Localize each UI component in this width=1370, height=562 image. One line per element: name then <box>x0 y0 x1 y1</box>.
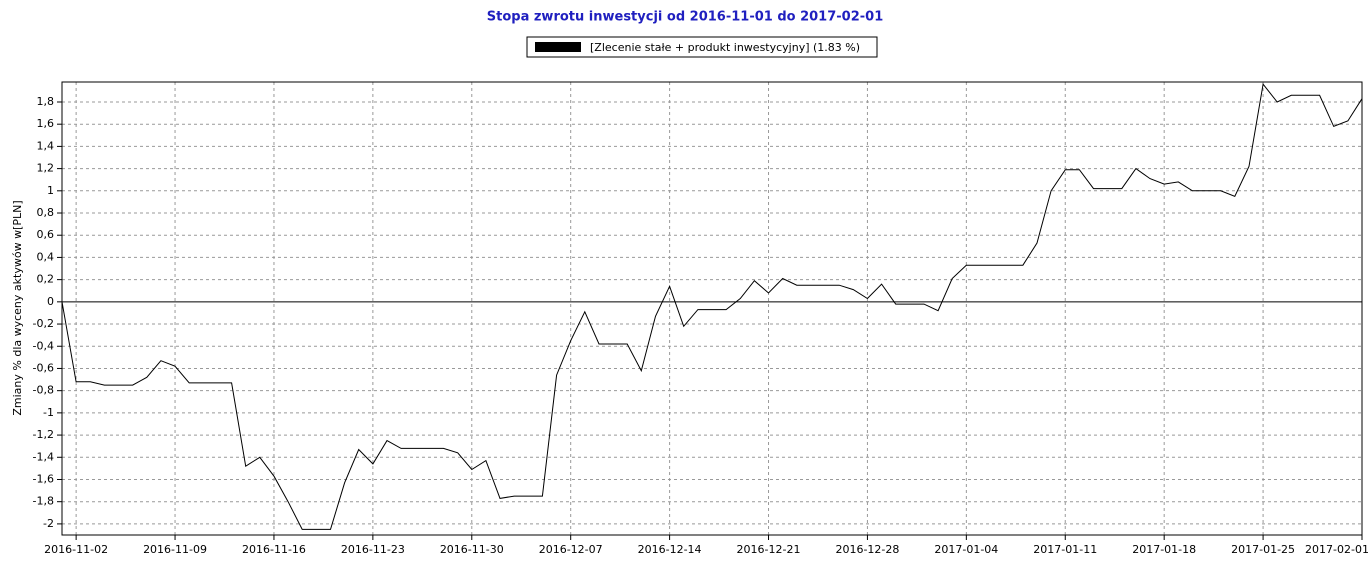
line-series <box>61 83 1363 530</box>
y-tick-label: 0 <box>47 295 54 308</box>
y-tick-label: -0,6 <box>33 361 54 374</box>
x-tick-label: 2016-12-28 <box>835 543 899 556</box>
y-tick-label: 1,4 <box>37 139 55 152</box>
y-tick-label: -1,4 <box>33 450 54 463</box>
x-tick-label: 2016-11-02 <box>44 543 108 556</box>
y-tick-label: 0,4 <box>37 250 55 263</box>
x-tick-label: 2016-11-23 <box>341 543 405 556</box>
x-tick-label: 2017-02-01 <box>1305 543 1369 556</box>
y-tick-label: 1,6 <box>37 117 55 130</box>
chart-title: Stopa zwrotu inwestycji od 2016-11-01 do… <box>487 10 884 25</box>
x-tick-label: 2017-01-04 <box>934 543 998 556</box>
y-tick-label: -0,4 <box>33 339 54 352</box>
y-tick-label: -0,8 <box>33 384 54 397</box>
y-tick-label: 0,6 <box>37 228 55 241</box>
y-tick-label: -1,6 <box>33 472 54 485</box>
x-tick-label: 2016-11-30 <box>440 543 504 556</box>
x-tick-label: 2017-01-18 <box>1132 543 1196 556</box>
y-axis-label: Zmiany % dla wyceny aktywów w[PLN] <box>11 200 24 415</box>
legend-label: [Zlecenie stałe + produkt inwestycyjny] … <box>590 41 860 54</box>
y-tick-label: -2 <box>43 517 54 530</box>
y-tick-label: 1 <box>47 184 54 197</box>
y-tick-label: 0,2 <box>37 273 55 286</box>
y-tick-label: 0,8 <box>37 206 55 219</box>
y-tick-label: 1,2 <box>37 162 55 175</box>
y-tick-label: -1,2 <box>33 428 54 441</box>
x-tick-label: 2016-12-14 <box>638 543 702 556</box>
x-tick-label: 2017-01-25 <box>1231 543 1295 556</box>
y-tick-label: 1,8 <box>37 95 55 108</box>
x-tick-label: 2016-12-07 <box>539 543 603 556</box>
y-tick-label: -1,8 <box>33 495 54 508</box>
y-tick-label: -0,2 <box>33 317 54 330</box>
legend-box <box>526 36 878 58</box>
plot-frame <box>61 81 1363 536</box>
legend-swatch <box>535 42 581 52</box>
x-tick-label: 2017-01-11 <box>1033 543 1097 556</box>
x-tick-label: 2016-11-16 <box>242 543 306 556</box>
y-tick-label: -1 <box>43 406 54 419</box>
x-tick-label: 2016-12-21 <box>737 543 801 556</box>
x-tick-label: 2016-11-09 <box>143 543 207 556</box>
